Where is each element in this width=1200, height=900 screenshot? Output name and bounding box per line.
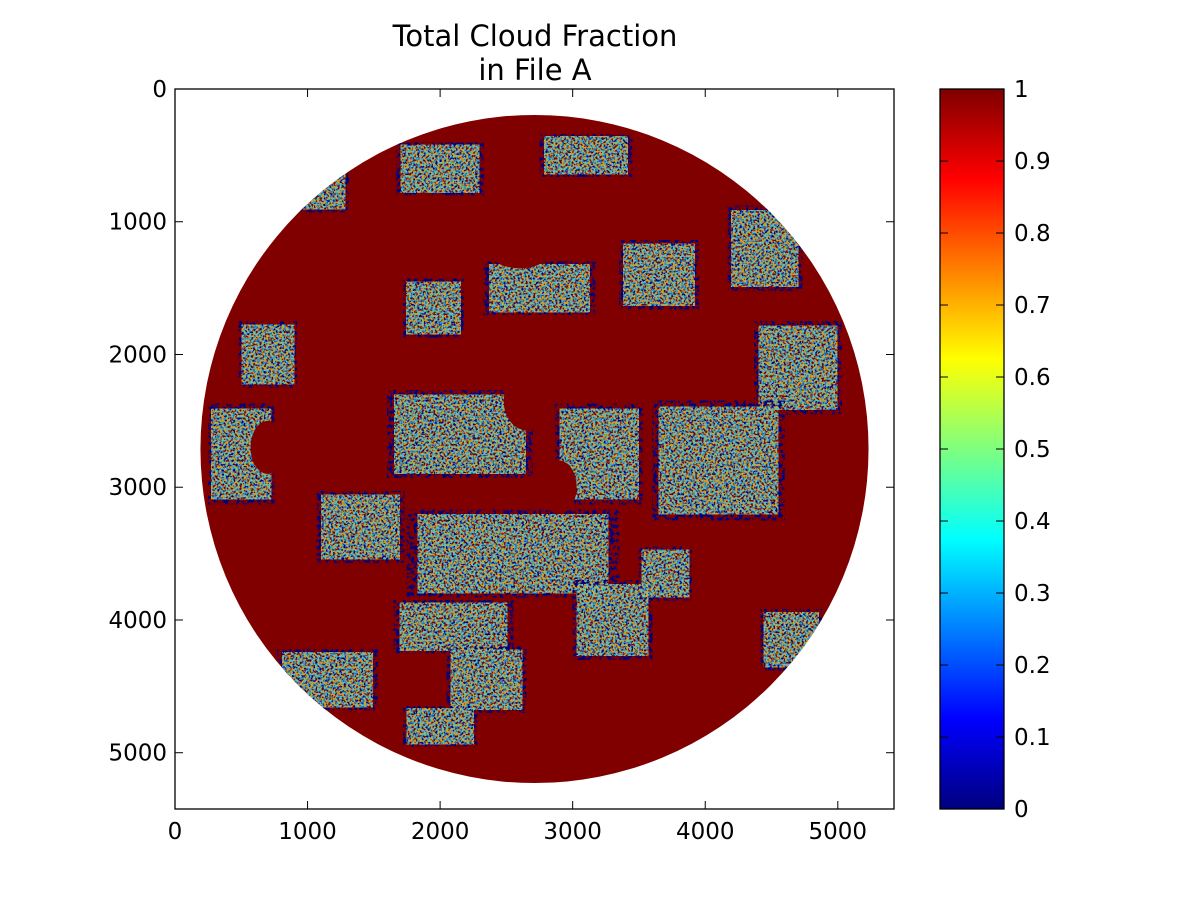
clear-region (403, 278, 464, 338)
cloudy-regions (250, 228, 732, 514)
clear-region (652, 400, 785, 521)
clear-region (387, 390, 533, 478)
earth-disk (200, 114, 869, 784)
colorbar-tick-label: 0 (1014, 797, 1029, 823)
colorbar-tick-label: 0.8 (1014, 221, 1051, 247)
clear-region (754, 321, 842, 415)
y-axis: 0 1000 2000 3000 4000 5000 (108, 77, 894, 767)
clear-region (760, 609, 822, 671)
clear-region (619, 240, 699, 310)
clear-region (406, 509, 620, 598)
colorbar-tick-label: 0.2 (1014, 653, 1051, 679)
colorbar-tick-label: 0.1 (1014, 725, 1051, 751)
chart-title-line-2: in File A (478, 53, 591, 87)
cloudy-region (250, 420, 286, 474)
clear-region (277, 649, 378, 711)
clear-region (316, 491, 405, 563)
colorbar-axis: 0 0.1 0.2 0.3 0.4 0.5 0.6 0.7 0.8 0.9 1 (940, 77, 1051, 823)
y-tick-label: 0 (152, 77, 167, 103)
clear-region (393, 600, 514, 654)
clear-region (446, 646, 527, 713)
colorbar (939, 88, 1005, 810)
colorbar-tick-label: 0.4 (1014, 509, 1051, 535)
y-tick-label: 3000 (108, 475, 167, 501)
colorbar-tick-label: 0.5 (1014, 437, 1051, 463)
cloudy-region (486, 228, 553, 269)
chart-title-line-1: Total Cloud Fraction (392, 19, 678, 53)
cloud-fraction-image (200, 114, 869, 784)
colorbar-tick-label: 1 (1014, 77, 1029, 103)
clear-region (483, 261, 596, 315)
colorbar-tick-label: 0.7 (1014, 293, 1051, 319)
y-tick-label: 2000 (108, 342, 167, 368)
x-tick-label: 5000 (809, 819, 868, 845)
cloudy-region (503, 371, 549, 431)
clear-region (539, 134, 633, 177)
x-tick-label: 3000 (543, 819, 602, 845)
clear-region (403, 706, 478, 747)
colorbar-tick-label: 0.9 (1014, 149, 1051, 175)
colorbar-tick-label: 0.6 (1014, 365, 1051, 391)
plot-frame (174, 88, 895, 810)
clear-region (396, 142, 484, 196)
y-tick-label: 1000 (108, 210, 167, 236)
clear-region (279, 151, 349, 213)
y-tick-label: 5000 (108, 741, 167, 767)
clear-region (727, 205, 803, 291)
x-tick-label: 4000 (676, 819, 735, 845)
colorbar-tick-label: 0.3 (1014, 581, 1051, 607)
x-axis: 0 1000 2000 3000 4000 5000 (168, 89, 867, 845)
clear-region (555, 403, 643, 505)
y-tick-label: 4000 (108, 608, 167, 634)
x-tick-label: 2000 (411, 819, 470, 845)
cloudy-region (691, 312, 732, 344)
clear-region (572, 580, 653, 660)
x-tick-label: 0 (168, 819, 183, 845)
x-tick-label: 1000 (278, 819, 337, 845)
clear-region (638, 546, 692, 601)
clear-region (238, 321, 297, 388)
cloudy-region (542, 460, 577, 514)
